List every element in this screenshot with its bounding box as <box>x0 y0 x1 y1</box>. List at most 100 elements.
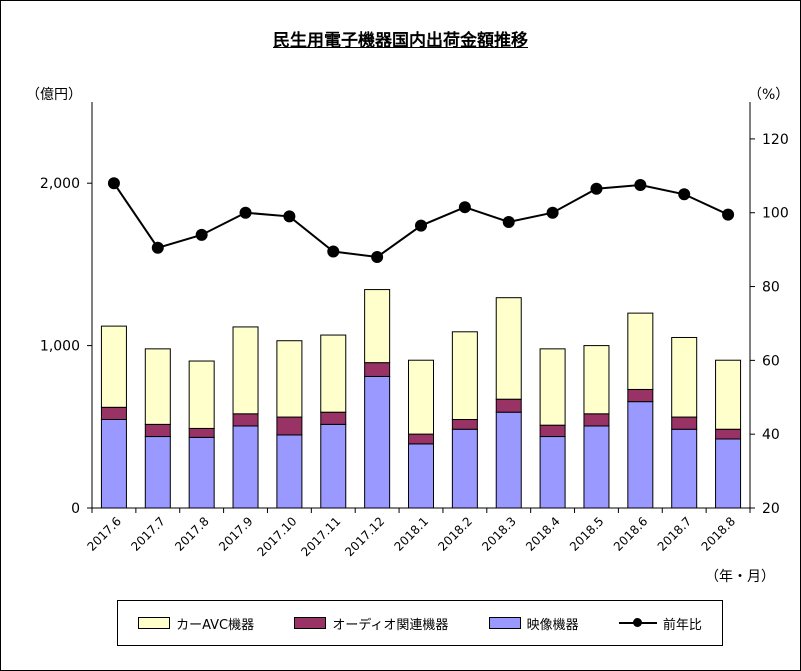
bar-video <box>232 425 259 509</box>
bar-car-avc <box>276 340 303 418</box>
x-tick-label: 2018.8 <box>699 514 739 554</box>
yoy-point <box>239 206 252 219</box>
bar-audio <box>451 418 478 430</box>
bar-car-avc <box>539 348 566 426</box>
legend-swatch-audio <box>294 617 327 629</box>
yoy-point <box>502 215 515 228</box>
left-tick-label: 1,000 <box>40 339 80 355</box>
right-tick-label: 40 <box>762 427 780 443</box>
chart-title: 民生用電子機器国内出荷金額推移 <box>273 31 528 51</box>
legend-swatch-video <box>488 617 521 629</box>
bar-audio <box>715 428 742 440</box>
yoy-point <box>151 241 164 254</box>
bar-car-avc <box>451 331 478 420</box>
left-axis-unit: （億円） <box>26 87 82 103</box>
x-tick-label: 2017.8 <box>172 514 212 554</box>
bar-video <box>100 418 127 509</box>
bar-audio <box>188 427 215 438</box>
yoy-point <box>283 210 296 223</box>
legend-label-audio: オーディオ関連機器 <box>332 617 449 633</box>
bar-audio <box>539 424 566 438</box>
bar-car-avc <box>671 336 698 418</box>
bar-video <box>407 443 435 509</box>
yoy-point <box>722 208 735 221</box>
bar-video <box>320 423 347 509</box>
x-tick-label: 2018.1 <box>392 514 432 554</box>
yoy-point <box>327 245 340 258</box>
bar-car-avc <box>715 359 742 430</box>
bar-audio <box>232 413 259 427</box>
bar-video <box>451 428 478 509</box>
right-tick-label: 80 <box>762 280 780 296</box>
bar-video <box>539 436 566 509</box>
right-tick-label: 20 <box>762 501 780 517</box>
x-axis-unit: （年・月） <box>705 569 775 585</box>
left-tick-label: 2,000 <box>40 176 80 192</box>
bar-video <box>364 375 391 509</box>
bar-video <box>715 438 742 509</box>
bar-audio <box>407 433 435 445</box>
yoy-point <box>415 219 427 232</box>
legend: カーAVC機器 オーディオ関連機器 映像機器 前年比 <box>117 600 723 646</box>
yoy-point <box>371 251 384 264</box>
legend-item-car-avc: カーAVC機器 <box>138 614 254 633</box>
x-tick-label: 2018.6 <box>611 514 651 554</box>
bar-car-avc <box>100 325 127 408</box>
yoy-point <box>678 188 691 201</box>
bar-car-avc <box>144 348 171 425</box>
bar-video <box>627 401 654 509</box>
bar-audio <box>583 413 610 427</box>
x-tick-label: 2018.2 <box>435 514 475 554</box>
yoy-point <box>458 201 471 214</box>
yoy-point <box>195 228 208 241</box>
right-tick-label: 60 <box>762 353 780 369</box>
bar-audio <box>671 416 698 430</box>
bar-car-avc <box>364 289 391 364</box>
bar-car-avc <box>232 326 259 415</box>
bar-video <box>188 436 215 509</box>
yoy-point <box>107 177 120 190</box>
x-tick-label: 2017.7 <box>128 514 168 554</box>
bar-car-avc <box>583 345 610 415</box>
x-tick-label: 2017.6 <box>84 514 124 554</box>
yoy-point <box>546 206 559 219</box>
bar-video <box>144 436 171 509</box>
bar-video <box>671 428 698 509</box>
bar-audio <box>364 362 391 377</box>
x-tick-label: 2018.5 <box>567 514 607 554</box>
legend-label-video: 映像機器 <box>526 617 579 633</box>
bar-audio <box>276 416 303 436</box>
x-tick-label: 2018.3 <box>479 514 519 554</box>
right-tick-label: 100 <box>762 206 789 222</box>
bar-car-avc <box>627 312 654 390</box>
bar-audio <box>627 388 654 403</box>
yoy-point <box>590 182 603 195</box>
x-tick-label: 2017.11 <box>298 514 343 559</box>
yoy-point <box>634 179 647 192</box>
bar-audio <box>320 411 347 425</box>
right-axis-unit: （%） <box>748 87 790 103</box>
x-tick-label: 2017.9 <box>216 514 256 554</box>
legend-swatch-car-avc <box>138 617 171 629</box>
bar-car-avc <box>188 360 215 429</box>
bar-video <box>495 411 522 509</box>
legend-label-car-avc: カーAVC機器 <box>176 617 255 633</box>
bar-video <box>276 434 303 509</box>
x-tick-label: 2017.10 <box>255 514 300 559</box>
bar-audio <box>144 423 171 438</box>
x-tick-label: 2018.4 <box>523 514 563 554</box>
left-tick-label: 0 <box>71 501 80 517</box>
bar-audio <box>495 398 522 413</box>
legend-line-yoy <box>618 618 657 628</box>
legend-label-yoy: 前年比 <box>662 617 702 633</box>
bar-car-avc <box>407 359 435 435</box>
bar-audio <box>100 406 127 420</box>
right-tick-label: 120 <box>762 132 789 148</box>
x-tick-label: 2018.7 <box>655 514 695 554</box>
bar-car-avc <box>495 297 522 400</box>
legend-item-yoy: 前年比 <box>618 614 702 633</box>
legend-item-video: 映像機器 <box>488 614 579 633</box>
legend-item-audio: オーディオ関連機器 <box>294 614 448 633</box>
x-tick-label: 2017.12 <box>342 514 387 559</box>
